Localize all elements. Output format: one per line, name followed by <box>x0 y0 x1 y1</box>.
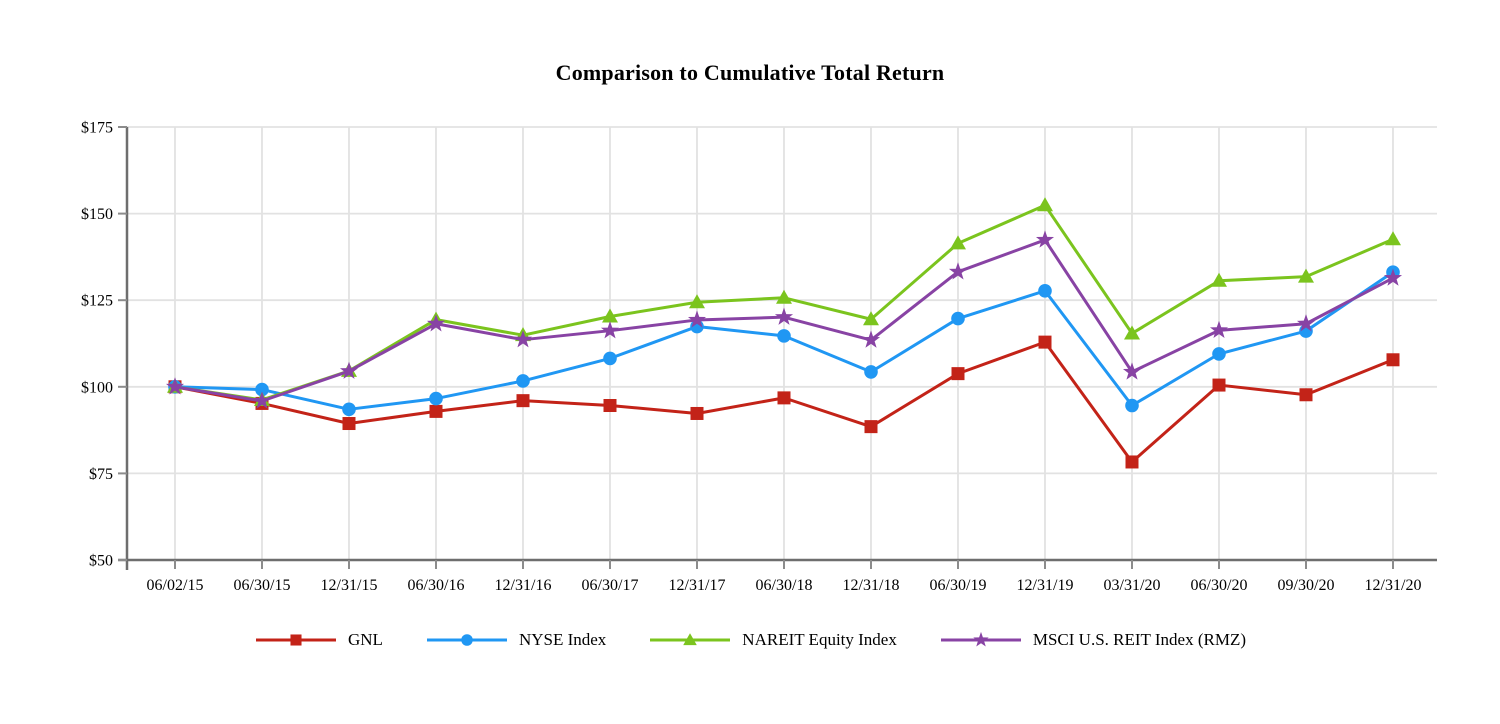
x-tick-label: 06/30/20 <box>1191 577 1248 594</box>
x-tick-label: 12/31/18 <box>843 577 900 594</box>
circle-marker-icon <box>255 382 269 397</box>
triangle-marker-icon <box>863 311 879 326</box>
square-marker-icon <box>1125 455 1139 469</box>
x-tick-label: 06/30/18 <box>756 577 813 594</box>
y-tick-label: $50 <box>89 553 113 570</box>
x-tick-label: 12/31/15 <box>321 577 378 594</box>
square-marker-icon <box>864 420 878 434</box>
legend-label-gnl: GNL <box>347 630 383 649</box>
x-tick-label: 06/30/15 <box>234 577 291 594</box>
triangle-marker-icon <box>1298 268 1314 283</box>
square-marker-icon <box>1212 378 1226 392</box>
triangle-marker-icon <box>602 308 618 323</box>
square-marker-icon <box>1299 388 1313 402</box>
x-tick-label: 12/31/16 <box>495 577 552 594</box>
star-marker-icon <box>973 631 989 647</box>
star-marker-icon <box>1296 314 1316 332</box>
circle-marker-icon <box>1125 398 1139 413</box>
legend-label-nareit-equity-index: NAREIT Equity Index <box>742 630 897 649</box>
y-tick-label: $75 <box>89 466 113 483</box>
star-marker-icon <box>252 391 272 409</box>
square-marker-icon <box>951 367 965 381</box>
legend-item-msci-us-reit-index: MSCI U.S. REIT Index (RMZ) <box>939 629 1246 651</box>
square-marker-icon <box>777 391 791 405</box>
x-tick-label: 12/31/17 <box>669 577 726 594</box>
x-tick-label: 09/30/20 <box>1278 577 1335 594</box>
triangle-marker-icon <box>1385 231 1401 246</box>
triangle-marker-icon <box>950 235 966 250</box>
triangle-marker-icon <box>1211 272 1227 287</box>
star-marker-icon <box>1209 320 1229 339</box>
circle-marker-icon <box>777 329 791 343</box>
star-marker-icon <box>1122 362 1142 380</box>
y-tick-label: $150 <box>81 206 113 223</box>
circle-marker-icon <box>429 391 443 406</box>
y-tick-label: $100 <box>81 379 113 396</box>
nareit-line-triangle-marker-icon <box>650 633 731 646</box>
chart-title: Comparison to Cumulative Total Return <box>555 60 945 85</box>
star-marker-icon <box>1383 268 1403 286</box>
legend-label-nyse-index: NYSE Index <box>518 630 607 649</box>
star-marker-icon <box>165 377 185 395</box>
star-marker-icon <box>600 321 620 339</box>
circle-marker-icon <box>603 351 617 366</box>
y-tick-label: $125 <box>81 293 113 310</box>
legend-item-gnl: GNL <box>254 629 383 651</box>
legend: GNL NYSE Index NAREIT Equity Index MSCI … <box>0 629 1500 651</box>
triangle-marker-icon <box>683 633 698 646</box>
y-tick-label: $175 <box>81 120 113 137</box>
star-marker-icon <box>426 314 446 332</box>
circle-marker-icon <box>951 311 965 326</box>
circle-marker-icon <box>1212 347 1226 361</box>
x-tick-label: 06/30/17 <box>582 577 639 594</box>
square-marker-icon <box>690 406 704 420</box>
circle-marker-icon <box>864 365 878 379</box>
triangle-marker-icon <box>1124 325 1140 340</box>
legend-item-nareit-equity-index: NAREIT Equity Index <box>648 629 897 651</box>
square-marker-icon <box>342 417 356 431</box>
star-marker-icon <box>861 330 881 348</box>
legend-item-nyse-index: NYSE Index <box>425 629 606 651</box>
circle-marker-icon <box>1038 284 1052 298</box>
star-marker-icon <box>948 262 968 280</box>
triangle-marker-icon <box>776 289 792 304</box>
star-marker-icon <box>774 307 794 325</box>
x-tick-label: 06/30/16 <box>408 577 465 594</box>
nyse-line-circle-marker-icon <box>426 634 507 646</box>
gnl-line-square-marker-icon <box>255 634 336 646</box>
square-marker-icon <box>1038 335 1052 349</box>
circle-marker-icon <box>342 402 356 417</box>
square-marker-icon <box>516 394 530 408</box>
star-marker-icon <box>1035 230 1055 248</box>
triangle-marker-icon <box>689 294 705 309</box>
legend-label-msci-us-reit-index: MSCI U.S. REIT Index (RMZ) <box>1032 630 1246 649</box>
x-tick-label: 12/31/19 <box>1017 577 1074 594</box>
circle-marker-icon <box>516 374 530 388</box>
x-tick-label: 06/30/19 <box>930 577 987 594</box>
star-marker-icon <box>687 310 707 328</box>
circle-marker-icon <box>461 634 473 646</box>
star-marker-icon <box>513 330 533 348</box>
x-tick-label: 03/31/20 <box>1104 577 1161 594</box>
square-marker-icon <box>603 399 617 413</box>
star-marker-icon <box>339 361 359 379</box>
square-marker-icon <box>429 404 443 418</box>
square-marker-icon <box>290 634 302 646</box>
x-tick-label: 12/31/20 <box>1365 577 1422 594</box>
msci-line-star-marker-icon <box>940 631 1021 647</box>
x-tick-label: 06/02/15 <box>147 577 204 594</box>
triangle-marker-icon <box>1037 197 1053 212</box>
square-marker-icon <box>1386 353 1400 367</box>
